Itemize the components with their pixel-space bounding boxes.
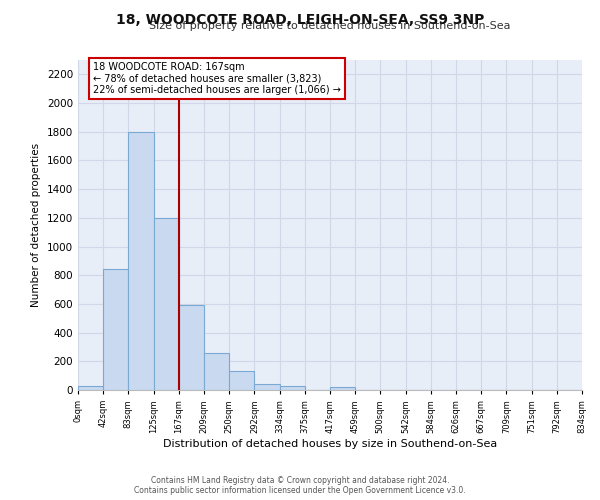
Bar	[205, 354, 229, 390]
Bar	[128, 132, 154, 390]
Bar	[179, 306, 205, 390]
Bar	[254, 384, 280, 390]
X-axis label: Distribution of detached houses by size in Southend-on-Sea: Distribution of detached houses by size …	[163, 438, 497, 448]
Bar	[103, 270, 128, 390]
Bar	[78, 386, 103, 390]
Text: Contains HM Land Registry data © Crown copyright and database right 2024.
Contai: Contains HM Land Registry data © Crown c…	[134, 476, 466, 495]
Bar	[280, 386, 305, 390]
Y-axis label: Number of detached properties: Number of detached properties	[31, 143, 41, 307]
Bar	[154, 218, 179, 390]
Text: 18, WOODCOTE ROAD, LEIGH-ON-SEA, SS9 3NP: 18, WOODCOTE ROAD, LEIGH-ON-SEA, SS9 3NP	[116, 12, 484, 26]
Bar	[330, 387, 355, 390]
Title: Size of property relative to detached houses in Southend-on-Sea: Size of property relative to detached ho…	[149, 22, 511, 32]
Text: 18 WOODCOTE ROAD: 167sqm
← 78% of detached houses are smaller (3,823)
22% of sem: 18 WOODCOTE ROAD: 167sqm ← 78% of detach…	[93, 62, 341, 95]
Bar	[229, 372, 254, 390]
